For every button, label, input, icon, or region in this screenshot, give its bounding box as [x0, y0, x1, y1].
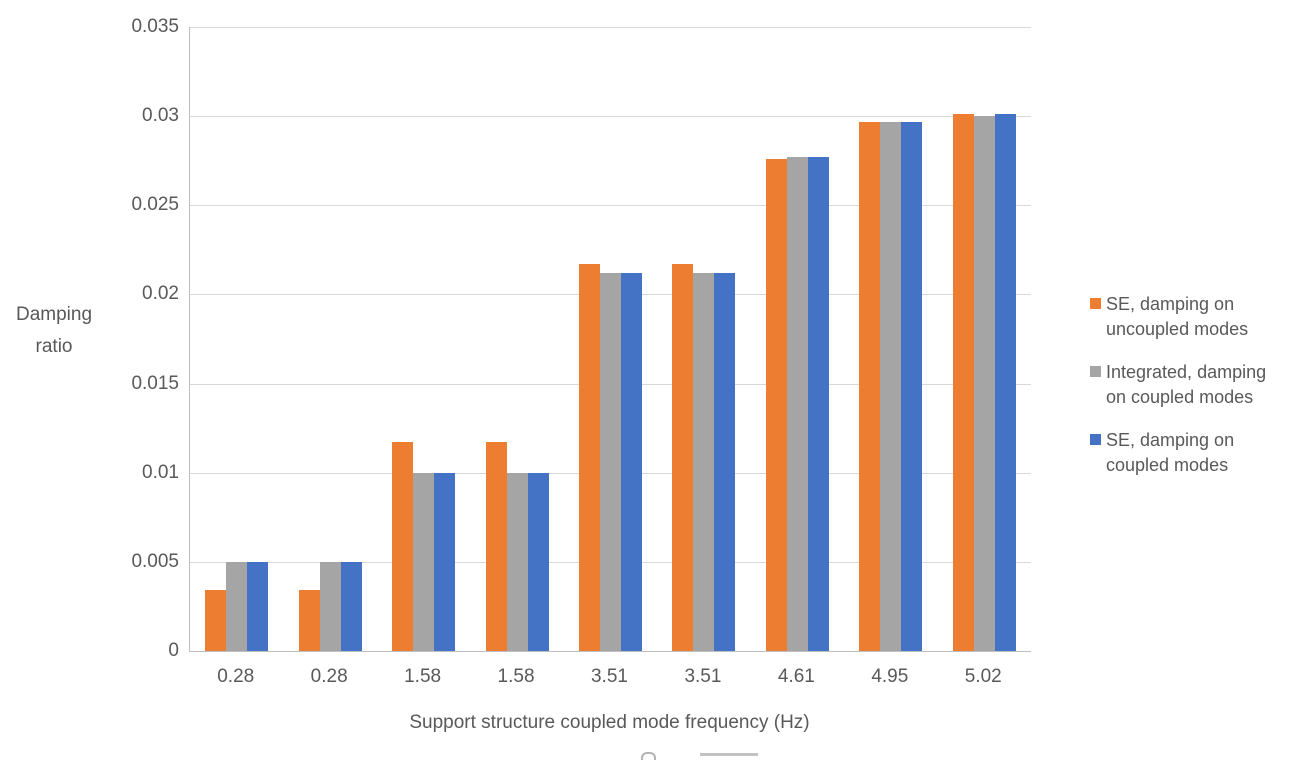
x-tick-label: 1.58	[404, 666, 442, 687]
plot-area	[189, 27, 1031, 652]
bar-s0-c5	[672, 264, 694, 651]
bar-s2-c7	[901, 121, 923, 651]
legend-swatch-blue-icon	[1090, 434, 1101, 445]
bar-s0-c1	[298, 590, 320, 651]
legend-entry-se-coupled: SE, damping on coupled modes	[1090, 428, 1280, 478]
legend-swatch-orange-icon	[1090, 298, 1101, 309]
x-axis-title: Support structure coupled mode frequency…	[409, 712, 810, 733]
bar-s0-c8	[952, 114, 974, 651]
bar-s1-c2	[413, 472, 435, 651]
y-tick-label: 0.015	[131, 372, 179, 394]
legend-label: Integrated, damping on coupled modes	[1106, 362, 1267, 407]
bar-s2-c8	[994, 114, 1016, 651]
bar-s0-c3	[485, 442, 507, 651]
bar-s0-c2	[392, 442, 414, 651]
x-tick-label: 4.95	[871, 666, 909, 687]
cropped-text-fragment	[700, 753, 758, 756]
bar-s1-c3	[506, 472, 528, 651]
y-tick-label: 0.01	[142, 461, 179, 483]
gridline	[190, 27, 1031, 28]
bar-s0-c6	[765, 158, 787, 651]
bar-s0-c7	[859, 121, 881, 651]
bar-s1-c5	[693, 273, 715, 651]
y-tick-label: 0.02	[142, 283, 179, 305]
cropped-text-fragment	[641, 752, 656, 760]
legend-label: SE, damping on uncoupled modes	[1106, 294, 1249, 339]
bar-s2-c3	[527, 472, 549, 651]
x-tick-label: 4.61	[777, 666, 815, 687]
bar-s1-c7	[880, 121, 902, 651]
legend-entry-se-uncoupled: SE, damping on uncoupled modes	[1090, 292, 1280, 342]
bar-s1-c6	[786, 157, 808, 651]
x-tick-label: 5.02	[964, 666, 1002, 687]
bar-s2-c4	[621, 273, 642, 651]
x-tick-label: 3.51	[684, 666, 722, 687]
x-tick-label: 0.28	[310, 666, 348, 687]
bar-s2-c5	[714, 273, 736, 651]
legend-swatch-gray-icon	[1090, 366, 1101, 377]
legend-entry-integrated-coupled: Integrated, damping on coupled modes	[1090, 360, 1280, 410]
bar-s1-c8	[973, 116, 995, 651]
legend-label: SE, damping on coupled modes	[1106, 430, 1235, 475]
gridline	[190, 116, 1031, 118]
bar-s1-c1	[319, 561, 341, 651]
x-tick-label: 3.51	[590, 666, 628, 687]
bar-s1-c0	[226, 561, 248, 651]
y-tick-label: 0.03	[142, 105, 179, 127]
bar-s2-c0	[247, 561, 269, 651]
bar-s0-c4	[579, 264, 600, 651]
y-tick-label: 0.025	[131, 194, 179, 216]
x-tick-label: 1.58	[497, 666, 535, 687]
y-tick-label: 0	[168, 640, 179, 661]
x-tick-label: 0.28	[217, 666, 255, 687]
y-tick-label: 0.035	[131, 16, 179, 37]
y-tick-label: 0.005	[131, 550, 179, 572]
y-axis-title: Damping ratio	[15, 304, 93, 357]
gridline	[190, 205, 1031, 207]
bar-s2-c1	[340, 561, 362, 651]
bar-s1-c4	[600, 273, 621, 651]
bar-s0-c0	[205, 590, 227, 651]
bar-s2-c2	[434, 472, 456, 651]
bar-s2-c6	[807, 157, 829, 651]
